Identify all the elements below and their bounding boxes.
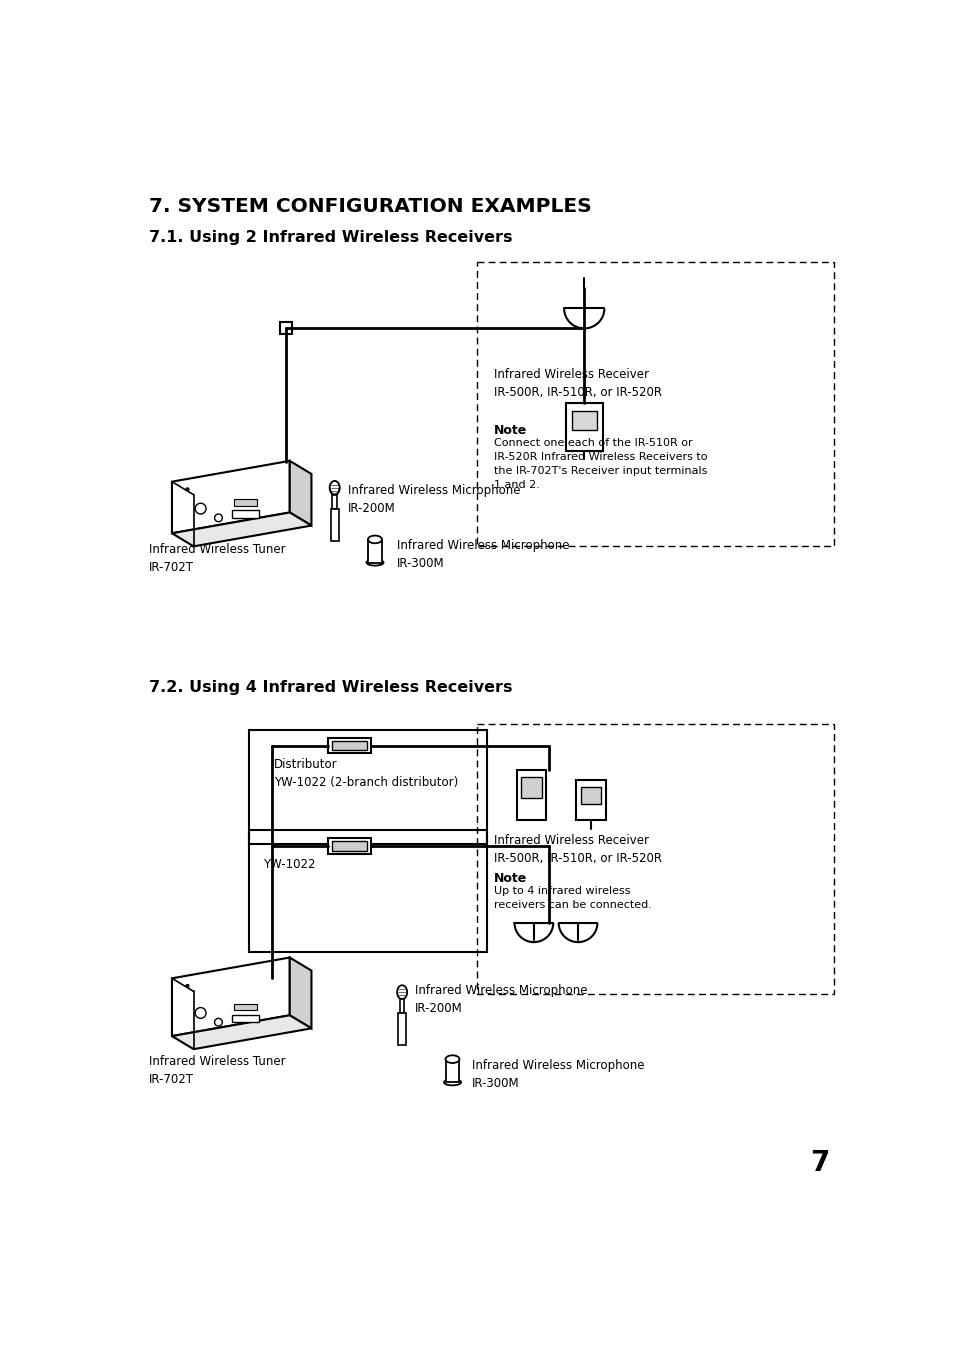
Polygon shape <box>172 1016 311 1050</box>
Bar <box>249 831 486 952</box>
Polygon shape <box>172 512 311 546</box>
Ellipse shape <box>396 985 407 1000</box>
Bar <box>331 508 338 540</box>
Ellipse shape <box>445 1055 459 1063</box>
Text: Infrared Wireless Tuner
IR-702T: Infrared Wireless Tuner IR-702T <box>149 1055 285 1086</box>
Text: Note: Note <box>494 871 527 885</box>
Bar <box>580 786 600 804</box>
Circle shape <box>195 1008 206 1019</box>
Circle shape <box>214 513 222 521</box>
Bar <box>517 770 546 820</box>
Bar <box>233 1004 257 1011</box>
Bar <box>476 724 833 994</box>
Bar <box>571 411 596 430</box>
Text: Note: Note <box>494 424 527 436</box>
Text: Infrared Wireless Microphone
IR-200M: Infrared Wireless Microphone IR-200M <box>348 484 519 515</box>
Text: Infrared Wireless Tuner
IR-702T: Infrared Wireless Tuner IR-702T <box>149 543 285 574</box>
Ellipse shape <box>443 1079 460 1085</box>
Text: Infrared Wireless Microphone
IR-300M: Infrared Wireless Microphone IR-300M <box>472 1059 643 1090</box>
Text: 7.1. Using 2 Infrared Wireless Receivers: 7.1. Using 2 Infrared Wireless Receivers <box>149 230 512 245</box>
Text: Distributor
YW-1022 (2-branch distributor): Distributor YW-1022 (2-branch distributo… <box>274 758 458 789</box>
Bar <box>445 1059 459 1082</box>
Circle shape <box>186 488 189 490</box>
Text: Infrared Wireless Receiver
IR-500R, IR-510R, or IR-520R: Infrared Wireless Receiver IR-500R, IR-5… <box>494 369 661 400</box>
Circle shape <box>186 985 189 988</box>
Bar <box>332 494 336 508</box>
Circle shape <box>195 503 206 513</box>
Ellipse shape <box>330 481 339 494</box>
Bar <box>476 262 833 546</box>
Bar <box>279 322 292 334</box>
Text: 7: 7 <box>809 1148 828 1177</box>
Bar <box>232 1015 258 1023</box>
Bar <box>249 731 486 844</box>
Polygon shape <box>290 461 311 526</box>
Polygon shape <box>172 958 290 1036</box>
Circle shape <box>214 1019 222 1025</box>
Bar <box>397 1013 406 1046</box>
Bar <box>328 838 371 854</box>
Text: Connect one each of the IR-510R or
IR-520R Infrared Wireless Receivers to
the IR: Connect one each of the IR-510R or IR-52… <box>494 438 707 490</box>
Bar <box>332 842 367 851</box>
Ellipse shape <box>366 559 383 566</box>
Text: 7.2. Using 4 Infrared Wireless Receivers: 7.2. Using 4 Infrared Wireless Receivers <box>149 680 512 694</box>
Text: Infrared Wireless Microphone
IR-300M: Infrared Wireless Microphone IR-300M <box>396 539 569 570</box>
Text: YW-1022: YW-1022 <box>262 858 314 871</box>
Bar <box>328 738 371 754</box>
Bar <box>576 781 605 820</box>
Bar <box>233 500 257 505</box>
Text: Infrared Wireless Receiver
IR-500R, IR-510R, or IR-520R: Infrared Wireless Receiver IR-500R, IR-5… <box>494 834 661 865</box>
Text: Infrared Wireless Microphone
IR-200M: Infrared Wireless Microphone IR-200M <box>415 985 587 1016</box>
Text: Up to 4 infrared wireless
receivers can be connected.: Up to 4 infrared wireless receivers can … <box>494 886 652 911</box>
Polygon shape <box>172 461 290 534</box>
Bar <box>368 539 381 562</box>
Bar <box>521 777 541 798</box>
Bar <box>399 1000 404 1013</box>
Polygon shape <box>290 958 311 1028</box>
Ellipse shape <box>368 535 381 543</box>
Bar <box>565 403 602 451</box>
Text: 7. SYSTEM CONFIGURATION EXAMPLES: 7. SYSTEM CONFIGURATION EXAMPLES <box>149 197 591 216</box>
Bar <box>332 742 367 750</box>
Bar <box>232 511 258 517</box>
